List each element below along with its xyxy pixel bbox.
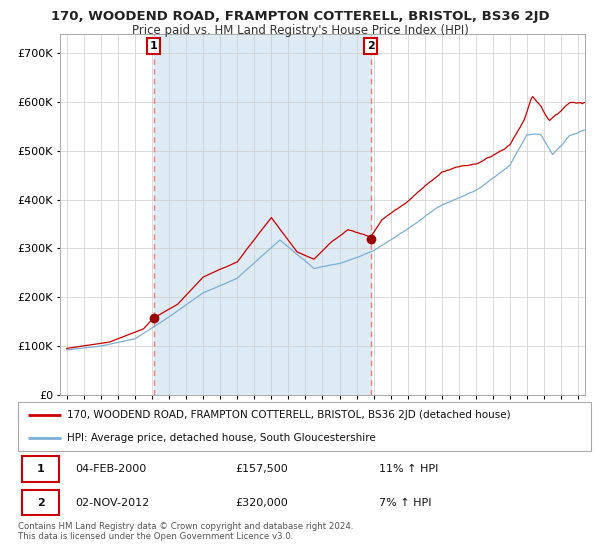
Text: 11% ↑ HPI: 11% ↑ HPI bbox=[379, 464, 439, 474]
Text: Price paid vs. HM Land Registry's House Price Index (HPI): Price paid vs. HM Land Registry's House … bbox=[131, 24, 469, 36]
Bar bbox=[154, 34, 371, 395]
Text: Contains HM Land Registry data © Crown copyright and database right 2024.
This d: Contains HM Land Registry data © Crown c… bbox=[18, 522, 353, 542]
FancyBboxPatch shape bbox=[22, 456, 59, 482]
Text: 02-NOV-2012: 02-NOV-2012 bbox=[76, 497, 149, 507]
Text: HPI: Average price, detached house, South Gloucestershire: HPI: Average price, detached house, Sout… bbox=[67, 433, 376, 443]
Text: 2: 2 bbox=[37, 497, 44, 507]
Text: £157,500: £157,500 bbox=[236, 464, 289, 474]
Text: £320,000: £320,000 bbox=[236, 497, 289, 507]
FancyBboxPatch shape bbox=[22, 490, 59, 515]
Text: 7% ↑ HPI: 7% ↑ HPI bbox=[379, 497, 431, 507]
Text: 170, WOODEND ROAD, FRAMPTON COTTERELL, BRISTOL, BS36 2JD: 170, WOODEND ROAD, FRAMPTON COTTERELL, B… bbox=[50, 10, 550, 23]
Text: 1: 1 bbox=[150, 41, 157, 52]
Text: 170, WOODEND ROAD, FRAMPTON COTTERELL, BRISTOL, BS36 2JD (detached house): 170, WOODEND ROAD, FRAMPTON COTTERELL, B… bbox=[67, 410, 511, 421]
Text: 04-FEB-2000: 04-FEB-2000 bbox=[76, 464, 146, 474]
Text: 2: 2 bbox=[367, 41, 374, 52]
Text: 1: 1 bbox=[37, 464, 44, 474]
